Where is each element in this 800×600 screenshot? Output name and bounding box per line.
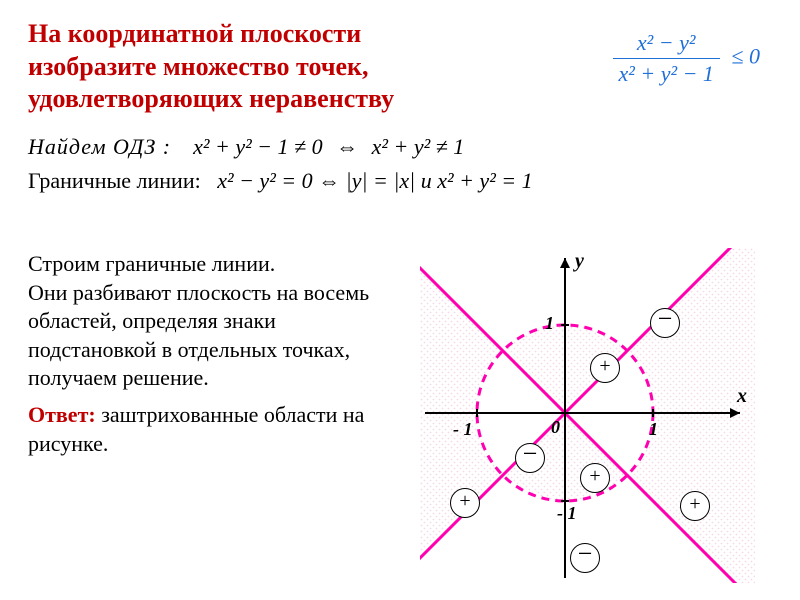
title-line-3: удовлетворяющих неравенству	[28, 84, 394, 113]
title-line-1: На координатной плоскости	[28, 19, 361, 48]
coordinate-chart: xy01- 11- 1++−−++−	[420, 248, 755, 583]
boundary-expr-1: x² − y² = 0	[217, 168, 312, 193]
plus-sign-icon: +	[590, 353, 620, 383]
tick-label: 0	[551, 417, 560, 438]
plus-sign-icon: +	[450, 488, 480, 518]
iff-arrow-icon: ⇔	[328, 134, 366, 160]
main-inequality: x² − y² x² + y² − 1 ≤ 0	[613, 30, 761, 87]
boundary-expr-2: x² + y² = 1	[437, 168, 532, 193]
construct-text: Строим граничные линии. Они разбивают пл…	[28, 250, 388, 393]
plus-sign-icon: +	[680, 491, 710, 521]
tick-label: - 1	[557, 503, 577, 524]
page-title: На координатной плоскости изобразите мно…	[28, 18, 458, 116]
odz-expr-2: x² + y² ≠ 1	[372, 134, 465, 159]
axis-label: y	[575, 250, 584, 273]
axis-label: x	[737, 385, 747, 408]
plus-sign-icon: +	[580, 463, 610, 493]
tick-label: - 1	[453, 419, 473, 440]
minus-sign-icon: −	[650, 308, 680, 338]
boundary-line: Граничные линии: x² − y² = 0 ⇔ |y| = |x|…	[28, 168, 772, 194]
explanation-block: Строим граничные линии. Они разбивают пл…	[28, 250, 388, 458]
minus-sign-icon: −	[515, 443, 545, 473]
title-line-2: изобразите множество точек,	[28, 52, 369, 81]
odz-line: Найдем ОДЗ : x² + y² − 1 ≠ 0 ⇔ x² + y² ≠…	[28, 134, 772, 160]
odz-label: Найдем ОДЗ :	[28, 134, 171, 159]
formula-numerator: x² − y²	[613, 30, 720, 59]
odz-expr-1: x² + y² − 1 ≠ 0	[193, 134, 323, 159]
minus-sign-icon: −	[570, 543, 600, 573]
boundary-label: Граничные линии:	[28, 168, 201, 193]
formula-denominator: x² + y² − 1	[613, 59, 720, 87]
tick-label: 1	[545, 313, 554, 334]
boundary-mid: ⇔ |y| = |x| и	[318, 168, 437, 193]
answer-line: Ответ: заштрихованные области на рисунке…	[28, 401, 388, 458]
tick-label: 1	[649, 419, 658, 440]
formula-rhs: ≤ 0	[731, 44, 760, 69]
answer-label: Ответ:	[28, 402, 96, 427]
chart-svg	[420, 248, 755, 583]
